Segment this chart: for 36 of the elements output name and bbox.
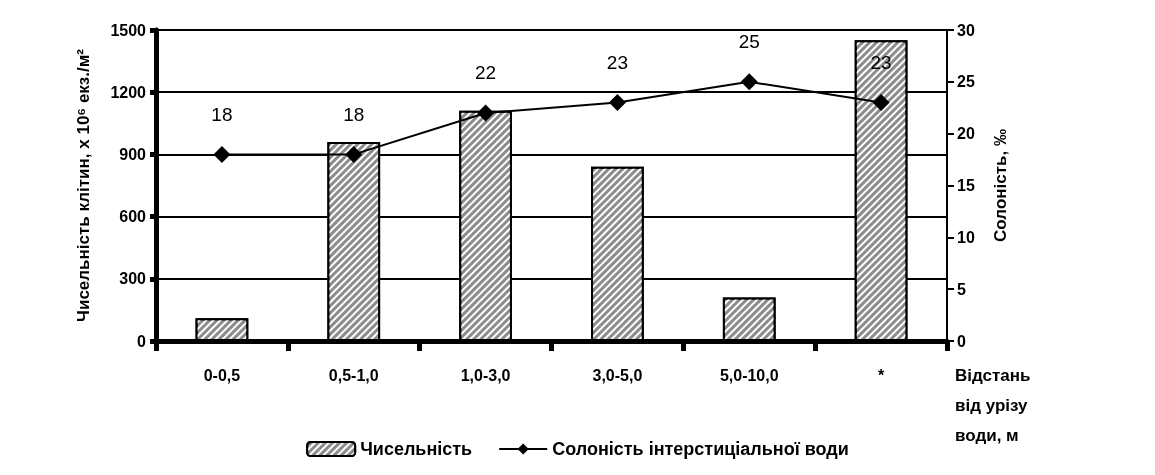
y-tick-label: 1200 [110, 83, 147, 101]
y2-tick-label: 20 [957, 125, 975, 143]
y-tick-label: 300 [119, 270, 147, 288]
data-label: 18 [211, 103, 233, 125]
point [345, 145, 363, 163]
point [213, 145, 231, 163]
point [477, 104, 495, 122]
data-label: 22 [475, 62, 497, 84]
y-tick-label: 0 [137, 332, 147, 350]
legend-label: Солоність інтерстиціальної води [552, 439, 849, 459]
y-tick-label: 1500 [110, 21, 147, 39]
data-label: 23 [870, 52, 892, 74]
y2-tick-label: 30 [957, 21, 975, 39]
y2-tick-label: 10 [957, 228, 975, 246]
x-tick-label: 0,5-1,0 [328, 366, 379, 384]
y2-tick-label: 15 [957, 177, 975, 194]
x-tick-label: 0-0,5 [203, 366, 241, 384]
y2-tick-label: 0 [957, 332, 966, 350]
x-tick-label: 5,0-10,0 [719, 366, 779, 384]
y2-tick-label: 25 [957, 73, 975, 91]
y-tick-label: 900 [119, 145, 147, 163]
y-tick-label: 600 [119, 208, 147, 226]
data-label: 18 [343, 103, 365, 125]
point [872, 94, 890, 112]
y2-tick-label: 5 [957, 280, 966, 298]
point [740, 73, 758, 91]
legend-label: Чисельність [360, 439, 473, 459]
x-axis-title: Відстань від урізу води, м [955, 365, 1036, 445]
x-tick-label: 1,0-3,0 [460, 366, 511, 384]
point [608, 94, 626, 112]
data-label: 25 [738, 31, 760, 53]
data-label: 23 [606, 52, 628, 74]
x-tick-label: 3,0-5,0 [592, 366, 643, 384]
y2-axis-title: Солоність, ‰ [990, 129, 1010, 242]
x-tick-label: * [877, 366, 885, 384]
y-axis-title: Чисельність клітин, х 10⁶ екз./м² [73, 48, 93, 322]
